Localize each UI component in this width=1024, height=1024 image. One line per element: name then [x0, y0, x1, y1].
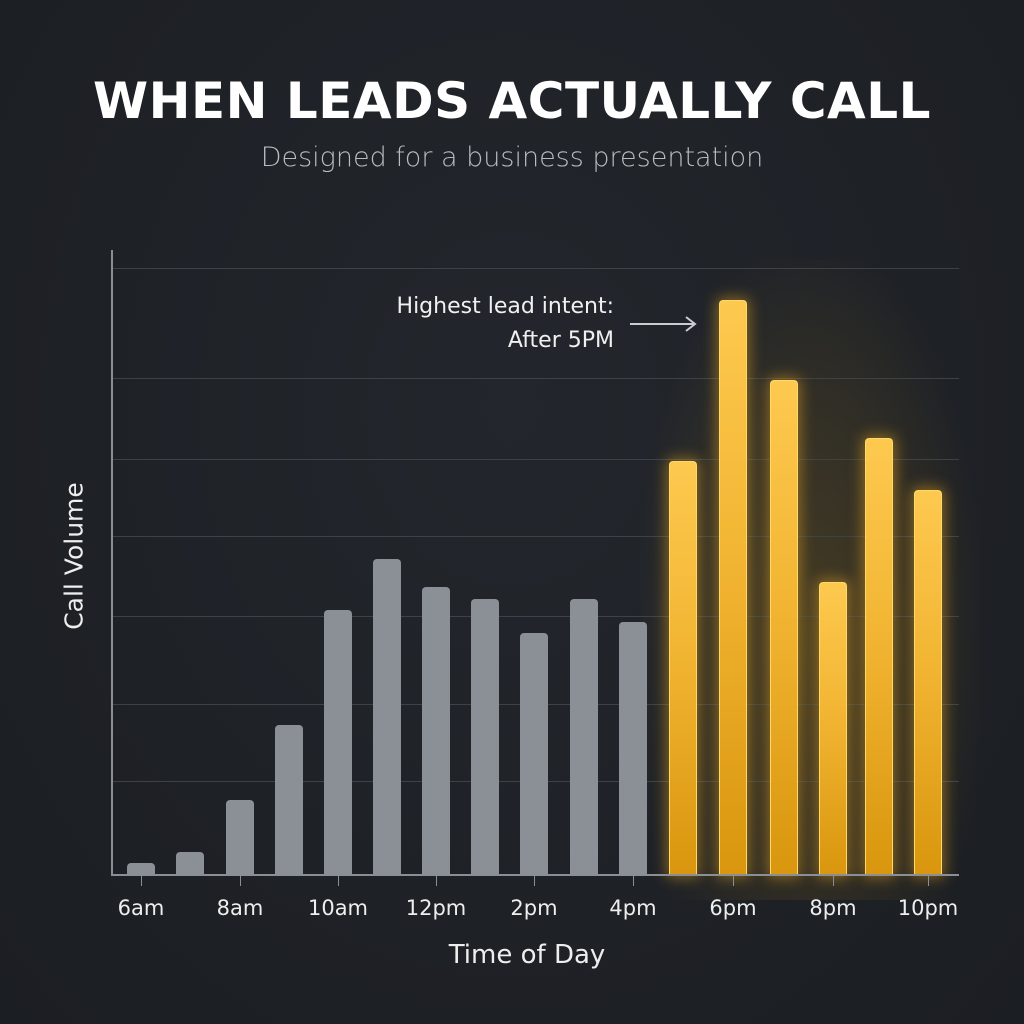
x-tick-label: 10pm [897, 896, 959, 920]
gridline [113, 378, 959, 379]
bar-4pm [619, 622, 647, 875]
arrow-right-icon [630, 316, 697, 332]
x-tick-label: 2pm [510, 896, 558, 920]
bar-3pm [570, 599, 598, 875]
bar-6am [127, 863, 155, 875]
bar-5pm [669, 461, 697, 875]
bar-9pm [865, 438, 893, 875]
chart-title: WHEN LEADS ACTUALLY CALL [93, 72, 931, 130]
bar-2pm [520, 633, 548, 875]
y-axis-label: Call Volume [59, 482, 89, 630]
x-tick [338, 876, 339, 886]
annotation: Highest lead intent: After 5PM [330, 290, 614, 358]
bar-10am [324, 610, 352, 875]
x-tick-label: 12pm [405, 896, 467, 920]
x-tick [436, 876, 437, 886]
x-tick-label: 10am [307, 896, 369, 920]
x-tick-label: 6pm [709, 896, 757, 920]
bar-10pm [914, 490, 942, 875]
bar-12pm [422, 587, 450, 875]
x-tick-label: 6am [117, 896, 165, 920]
bar-9am [275, 725, 303, 875]
gridline [113, 616, 959, 617]
bar-6pm [719, 300, 747, 875]
bar-7pm [770, 380, 798, 875]
gridline [113, 268, 959, 269]
bar-8pm [819, 582, 847, 875]
x-tick [141, 876, 142, 886]
bar-8am [226, 800, 254, 875]
x-tick-label: 8am [216, 896, 264, 920]
x-axis-label: Time of Day [448, 940, 606, 970]
x-tick [733, 876, 734, 886]
bar-7am [176, 852, 204, 875]
x-tick-label: 4pm [609, 896, 657, 920]
gridline [113, 536, 959, 537]
bar-11am [373, 559, 401, 875]
x-tick-label: 8pm [809, 896, 857, 920]
x-tick [833, 876, 834, 886]
x-tick [928, 876, 929, 886]
x-tick [633, 876, 634, 886]
x-tick [240, 876, 241, 886]
annotation-line-1: Highest lead intent: [396, 294, 614, 319]
x-tick [534, 876, 535, 886]
bar-1pm [471, 599, 499, 875]
y-axis [111, 250, 113, 876]
x-axis [111, 874, 959, 876]
gridline [113, 459, 959, 460]
chart-subtitle: Designed for a business presentation [260, 142, 764, 173]
annotation-line-2: After 5PM [507, 328, 614, 353]
